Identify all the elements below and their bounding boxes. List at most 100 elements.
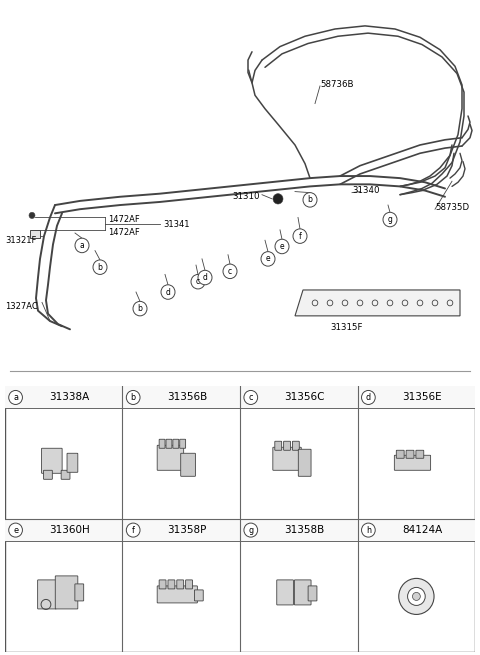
FancyBboxPatch shape — [168, 580, 175, 589]
Circle shape — [198, 271, 212, 285]
Circle shape — [261, 252, 275, 266]
FancyBboxPatch shape — [37, 580, 56, 609]
FancyBboxPatch shape — [122, 386, 240, 409]
Text: d: d — [366, 393, 371, 402]
FancyBboxPatch shape — [157, 445, 184, 470]
Circle shape — [275, 239, 289, 253]
Text: f: f — [299, 232, 301, 240]
Text: 84124A: 84124A — [402, 525, 443, 535]
Text: 31356E: 31356E — [402, 392, 442, 402]
FancyBboxPatch shape — [358, 386, 475, 409]
FancyBboxPatch shape — [177, 580, 184, 589]
FancyBboxPatch shape — [30, 230, 40, 238]
FancyBboxPatch shape — [61, 470, 70, 479]
FancyBboxPatch shape — [277, 580, 293, 605]
Text: 1472AF: 1472AF — [108, 228, 140, 237]
FancyBboxPatch shape — [416, 450, 424, 458]
Text: f: f — [132, 525, 134, 534]
Circle shape — [161, 285, 175, 299]
Text: 31321F: 31321F — [5, 236, 36, 245]
Text: g: g — [248, 525, 253, 534]
FancyBboxPatch shape — [284, 441, 290, 450]
Text: 31358B: 31358B — [285, 525, 325, 535]
Text: 58736B: 58736B — [320, 80, 353, 88]
FancyBboxPatch shape — [292, 441, 300, 450]
FancyBboxPatch shape — [42, 448, 62, 474]
FancyBboxPatch shape — [159, 440, 165, 448]
Circle shape — [9, 523, 23, 537]
Circle shape — [126, 390, 140, 405]
Text: 1327AC: 1327AC — [5, 303, 38, 311]
Circle shape — [133, 301, 147, 316]
FancyBboxPatch shape — [240, 519, 358, 541]
Text: d: d — [203, 273, 207, 282]
Text: 31338A: 31338A — [49, 392, 90, 402]
FancyBboxPatch shape — [298, 449, 311, 476]
Text: 31356C: 31356C — [285, 392, 325, 402]
Text: e: e — [280, 242, 284, 251]
Circle shape — [412, 592, 420, 601]
Text: h: h — [366, 525, 371, 534]
Text: g: g — [387, 215, 393, 224]
Circle shape — [223, 264, 237, 278]
Circle shape — [75, 238, 89, 253]
Text: 58735D: 58735D — [435, 203, 469, 212]
Circle shape — [273, 194, 283, 204]
Circle shape — [361, 390, 375, 405]
FancyBboxPatch shape — [75, 584, 84, 601]
FancyBboxPatch shape — [180, 453, 195, 476]
Text: b: b — [97, 263, 102, 272]
FancyBboxPatch shape — [186, 580, 192, 589]
Circle shape — [244, 523, 258, 537]
Text: b: b — [131, 393, 136, 402]
FancyBboxPatch shape — [5, 386, 122, 409]
Text: d: d — [166, 288, 170, 297]
Circle shape — [293, 229, 307, 244]
Polygon shape — [295, 290, 460, 316]
Text: 31315F: 31315F — [330, 323, 362, 332]
FancyBboxPatch shape — [122, 519, 240, 541]
FancyBboxPatch shape — [157, 586, 197, 603]
Text: 1472AF: 1472AF — [108, 215, 140, 225]
Text: 31358P: 31358P — [168, 525, 207, 535]
FancyBboxPatch shape — [180, 440, 186, 448]
Text: e: e — [266, 254, 270, 263]
FancyBboxPatch shape — [275, 441, 282, 450]
Circle shape — [361, 523, 375, 537]
FancyBboxPatch shape — [294, 580, 311, 605]
Circle shape — [191, 274, 205, 289]
Text: 31341: 31341 — [163, 219, 190, 229]
Circle shape — [9, 390, 23, 405]
Circle shape — [399, 578, 434, 614]
Circle shape — [126, 523, 140, 537]
Text: c: c — [249, 393, 253, 402]
Text: c: c — [196, 277, 200, 286]
FancyBboxPatch shape — [358, 519, 475, 541]
Text: a: a — [80, 241, 84, 250]
FancyBboxPatch shape — [194, 590, 203, 601]
FancyBboxPatch shape — [5, 519, 122, 541]
Circle shape — [93, 260, 107, 274]
Text: a: a — [13, 393, 18, 402]
FancyBboxPatch shape — [273, 447, 301, 470]
Text: 31356B: 31356B — [167, 392, 207, 402]
FancyBboxPatch shape — [166, 440, 172, 448]
Circle shape — [244, 390, 258, 405]
Circle shape — [303, 193, 317, 207]
Circle shape — [408, 588, 425, 605]
FancyBboxPatch shape — [173, 440, 179, 448]
FancyBboxPatch shape — [406, 450, 414, 458]
FancyBboxPatch shape — [44, 470, 52, 479]
Text: 31360H: 31360H — [49, 525, 90, 535]
FancyBboxPatch shape — [396, 450, 404, 458]
Text: e: e — [13, 525, 18, 534]
FancyBboxPatch shape — [67, 453, 78, 472]
Text: c: c — [228, 267, 232, 276]
FancyBboxPatch shape — [308, 586, 317, 601]
Circle shape — [29, 212, 35, 219]
Circle shape — [383, 212, 397, 227]
Text: 31310: 31310 — [232, 191, 260, 200]
FancyBboxPatch shape — [240, 386, 358, 409]
Text: 31340: 31340 — [352, 187, 380, 195]
FancyBboxPatch shape — [159, 580, 166, 589]
